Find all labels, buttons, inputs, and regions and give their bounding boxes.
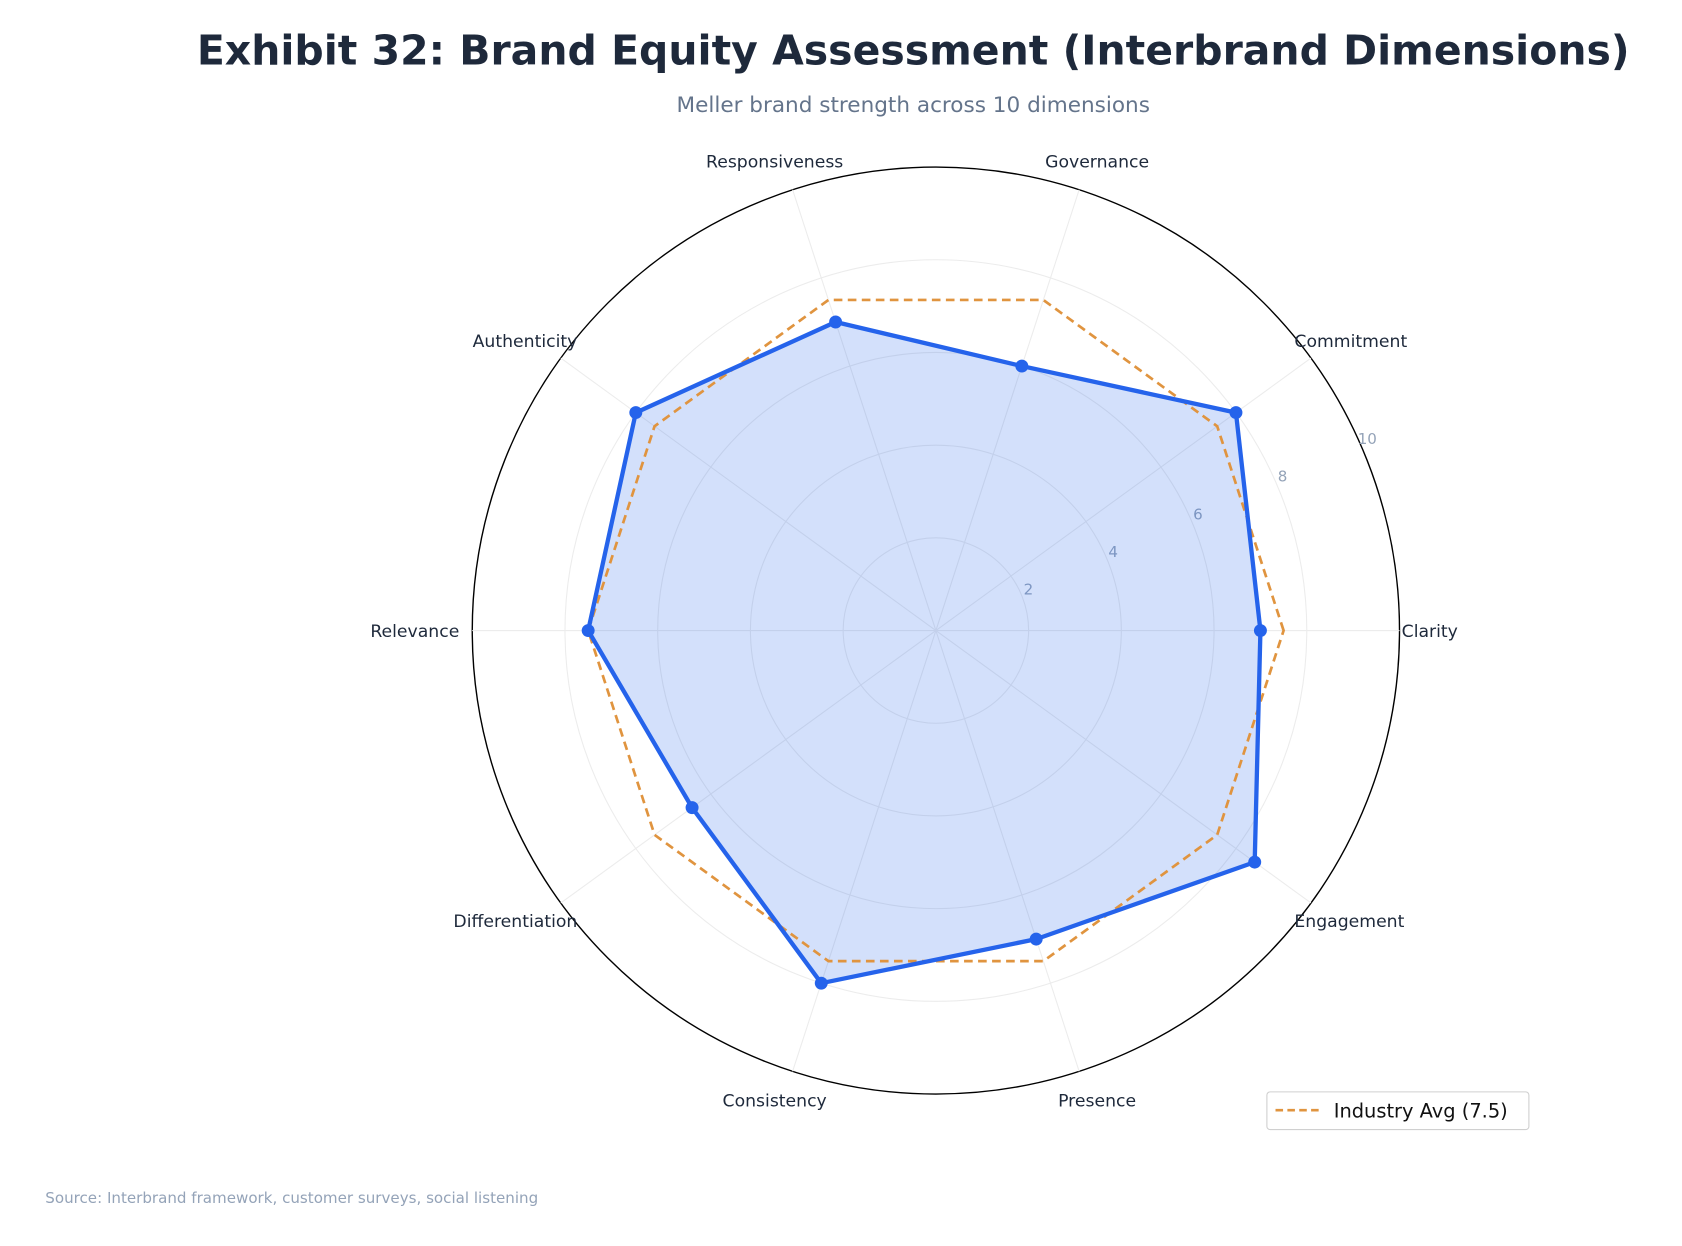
data-point-relevance <box>581 624 595 638</box>
source-note: Source: Interbrand framework, customer s… <box>45 1189 538 1207</box>
axis-labels: Clarity Commitment Governance Responsivenes… <box>370 153 1458 1112</box>
axis-label-clarity: Clarity <box>1402 622 1458 642</box>
chart-subtitle: Meller brand strength across 10 dimensio… <box>677 93 1150 118</box>
spoke-line <box>560 357 937 631</box>
r-tick-label: 4 <box>1108 543 1118 561</box>
axis-label-authenticity: Authenticity <box>473 332 578 352</box>
spoke-line <box>935 357 1312 631</box>
spoke-line <box>935 630 1312 904</box>
axis-label-relevance: Relevance <box>370 622 459 642</box>
data-point-commitment <box>1229 406 1243 420</box>
r-tick-label: 10 <box>1358 430 1377 448</box>
axis-label-differentiation: Differentiation <box>453 912 577 932</box>
data-point-clarity <box>1253 624 1267 638</box>
r-tick-label: 8 <box>1278 468 1288 486</box>
spoke-line <box>792 189 937 631</box>
axis-label-consistency: Consistency <box>723 1092 827 1112</box>
axis-label-presence: Presence <box>1058 1092 1136 1112</box>
legend-label-industry-avg: Industry Avg (7.5) <box>1334 1100 1508 1123</box>
spoke-line <box>792 630 937 1072</box>
industry-avg-line <box>586 298 1286 963</box>
legend: Industry Avg (7.5) <box>1266 1091 1530 1131</box>
data-point-consistency <box>814 976 828 990</box>
r-tick-label: 2 <box>1024 581 1034 599</box>
series-layer <box>581 298 1286 990</box>
data-point-differentiation <box>685 801 699 815</box>
spoke-line <box>560 630 937 904</box>
axis-label-governance: Governance <box>1045 153 1149 173</box>
spoke-line <box>935 630 1080 1072</box>
axis-label-commitment: Commitment <box>1294 332 1407 352</box>
data-point-governance <box>1015 359 1029 373</box>
grid: 2 4 6 8 10 <box>471 166 1401 1095</box>
r-tick-label: 6 <box>1193 505 1203 523</box>
data-point-responsiveness <box>829 315 843 329</box>
data-point-engagement <box>1248 855 1262 869</box>
series-fill <box>588 321 1261 984</box>
data-point-presence <box>1029 932 1043 946</box>
data-point-authenticity <box>629 406 643 420</box>
axis-label-responsiveness: Responsiveness <box>706 153 843 173</box>
axis-label-engagement: Engagement <box>1294 912 1404 932</box>
legend-box <box>1266 1091 1530 1131</box>
spoke-line <box>935 189 1080 631</box>
chart-title: Exhibit 32: Brand Equity Assessment (Int… <box>197 27 1630 75</box>
